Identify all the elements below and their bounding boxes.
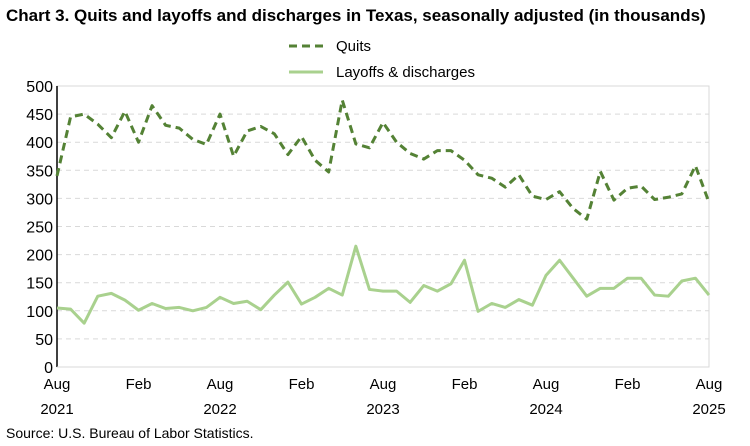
x-tick-year: 2025 bbox=[692, 401, 725, 418]
x-tick-label: Feb bbox=[615, 376, 641, 393]
x-tick-year: 2022 bbox=[203, 401, 236, 418]
y-tick-label: 300 bbox=[26, 191, 53, 208]
x-tick-label: Aug bbox=[207, 376, 234, 393]
source-note: Source: U.S. Bureau of Labor Statistics. bbox=[6, 425, 254, 441]
x-tick-label: Aug bbox=[44, 376, 71, 393]
y-tick-label: 250 bbox=[26, 220, 53, 237]
y-tick-label: 50 bbox=[35, 332, 53, 349]
y-tick-label: 0 bbox=[44, 360, 53, 377]
y-tick-label: 400 bbox=[26, 135, 53, 152]
y-tick-label: 200 bbox=[26, 248, 53, 265]
series-line-layoffs bbox=[56, 244, 711, 325]
x-tick-year: 2024 bbox=[529, 401, 562, 418]
x-tick-year: 2021 bbox=[40, 401, 73, 418]
legend-label: Quits bbox=[336, 38, 371, 55]
x-tick-label: Feb bbox=[126, 376, 152, 393]
x-tick-year: 2023 bbox=[366, 401, 399, 418]
x-tick-label: Aug bbox=[533, 376, 560, 393]
x-tick-label: Aug bbox=[696, 376, 723, 393]
x-tick-label: Feb bbox=[452, 376, 478, 393]
x-tick-label: Aug bbox=[370, 376, 397, 393]
y-tick-label: 350 bbox=[26, 163, 53, 180]
legend-label: Layoffs & discharges bbox=[336, 64, 475, 81]
y-tick-label: 500 bbox=[26, 79, 53, 96]
y-tick-label: 100 bbox=[26, 304, 53, 321]
y-tick-label: 150 bbox=[26, 276, 53, 293]
series-line-quits bbox=[55, 98, 711, 221]
y-tick-label: 450 bbox=[26, 107, 53, 124]
chart-title: Chart 3. Quits and layoffs and discharge… bbox=[6, 6, 706, 25]
x-tick-label: Feb bbox=[289, 376, 315, 393]
